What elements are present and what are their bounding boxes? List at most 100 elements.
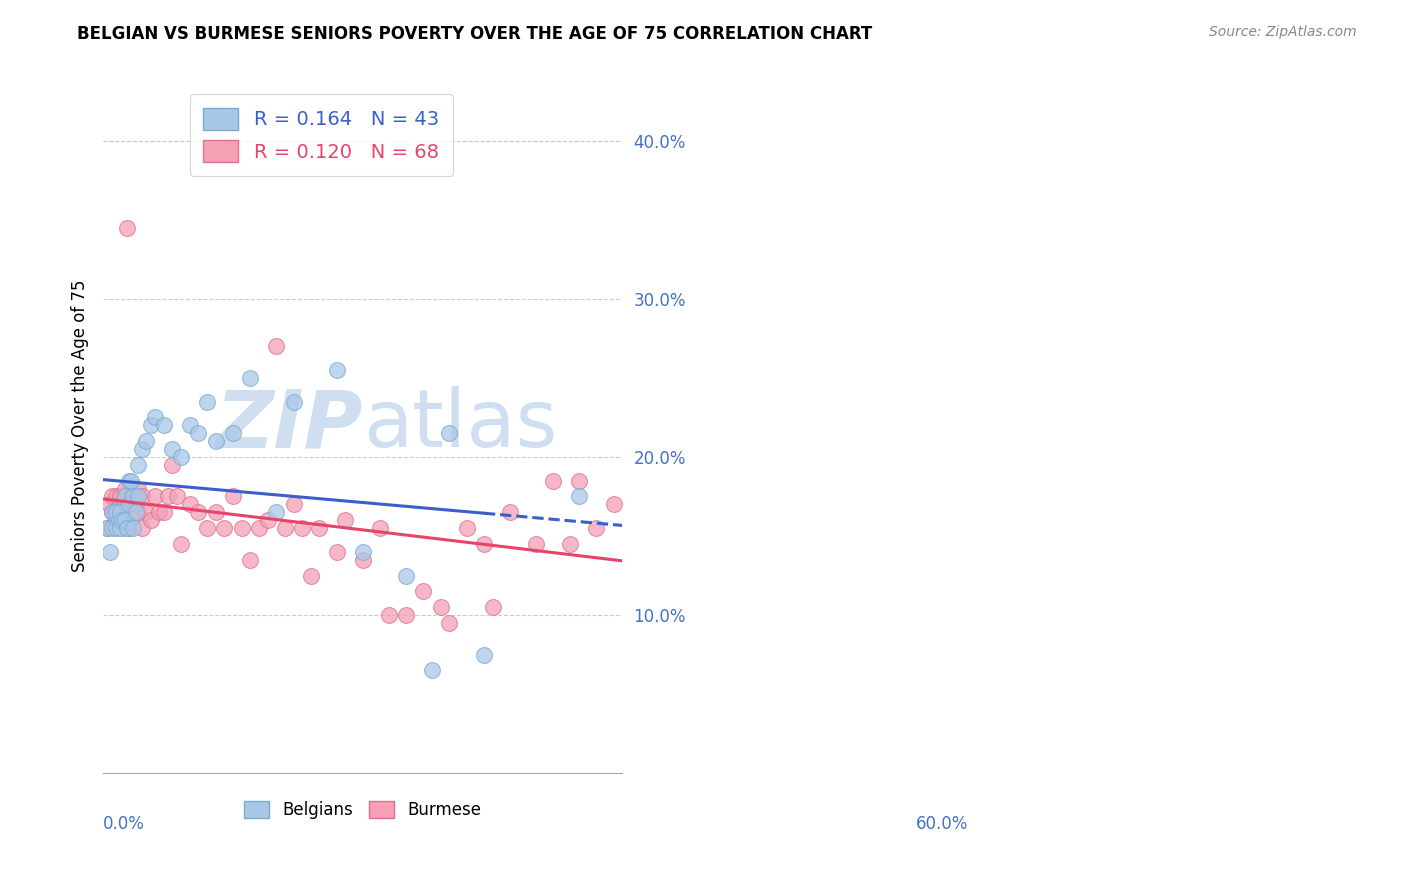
Point [162,458,184,472]
Point [117,220,139,235]
Point [187,426,209,441]
Point [125,505,148,519]
Point [352,545,374,559]
Point [125,497,148,511]
Point [120,474,142,488]
Point [429,600,451,615]
Point [472,648,495,662]
Point [152,505,174,519]
Point [105,505,128,519]
Point [105,513,128,527]
Point [456,521,478,535]
Point [377,608,399,623]
Point [541,474,564,488]
Point [157,490,180,504]
Legend: Belgians, Burmese: Belgians, Burmese [235,793,491,828]
Point [127,482,149,496]
Point [299,568,322,582]
Point [110,521,132,535]
Text: 0.0%: 0.0% [103,815,145,833]
Point [135,505,157,519]
Point [439,615,461,630]
Point [170,537,193,551]
Point [283,394,305,409]
Point [143,490,166,504]
Point [412,584,434,599]
Point [148,505,170,519]
Point [170,450,193,464]
Point [122,505,145,519]
Point [222,426,245,441]
Point [114,505,136,519]
Point [152,418,174,433]
Point [114,490,136,504]
Point [264,505,287,519]
Point [122,521,145,535]
Point [110,505,132,519]
Point [118,497,141,511]
Point [274,521,297,535]
Point [231,521,253,535]
Point [179,497,201,511]
Point [395,568,418,582]
Text: Source: ZipAtlas.com: Source: ZipAtlas.com [1209,25,1357,39]
Point [114,482,136,496]
Point [143,410,166,425]
Point [96,521,118,535]
Point [122,490,145,504]
Point [222,490,245,504]
Point [162,442,184,456]
Point [326,363,349,377]
Point [264,339,287,353]
Point [131,442,153,456]
Point [308,521,330,535]
Point [101,490,124,504]
Text: atlas: atlas [363,386,557,465]
Point [131,521,153,535]
Point [103,505,125,519]
Point [239,552,262,566]
Point [135,434,157,449]
Point [195,521,218,535]
Point [420,664,443,678]
Point [118,521,141,535]
Point [127,490,149,504]
Point [98,545,121,559]
Point [568,490,591,504]
Point [127,458,149,472]
Point [472,537,495,551]
Point [560,537,582,551]
Point [139,418,162,433]
Point [101,505,124,519]
Point [107,513,129,527]
Point [187,505,209,519]
Point [131,490,153,504]
Point [368,521,391,535]
Point [120,490,142,504]
Point [114,513,136,527]
Point [603,497,626,511]
Point [499,505,522,519]
Point [98,497,121,511]
Y-axis label: Seniors Poverty Over the Age of 75: Seniors Poverty Over the Age of 75 [72,279,89,572]
Point [96,521,118,535]
Point [395,608,418,623]
Text: BELGIAN VS BURMESE SENIORS POVERTY OVER THE AGE OF 75 CORRELATION CHART: BELGIAN VS BURMESE SENIORS POVERTY OVER … [77,25,873,43]
Point [105,521,128,535]
Point [122,490,145,504]
Text: ZIP: ZIP [215,386,363,465]
Point [118,474,141,488]
Point [101,505,124,519]
Point [195,394,218,409]
Point [105,490,128,504]
Point [291,521,314,535]
Point [239,371,262,385]
Point [439,426,461,441]
Point [256,513,278,527]
Point [107,505,129,519]
Point [335,513,357,527]
Point [326,545,349,559]
Point [352,552,374,566]
Point [111,521,134,535]
Point [283,497,305,511]
